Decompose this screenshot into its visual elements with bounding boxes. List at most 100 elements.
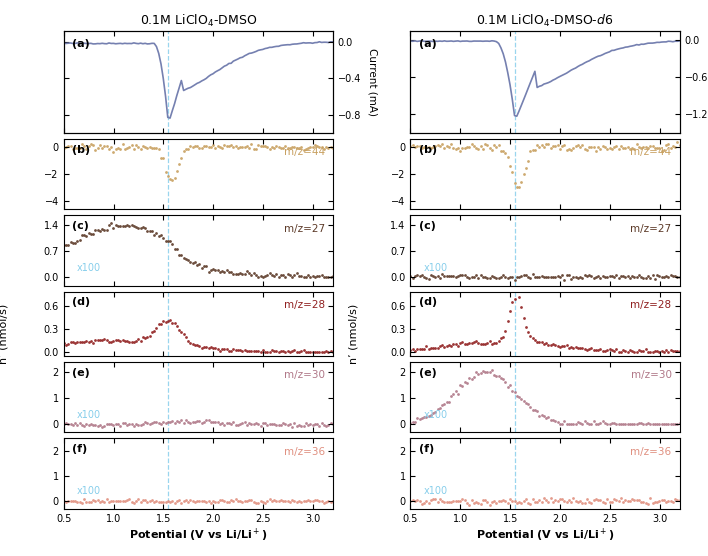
- Point: [416, 270, 428, 279]
- Point: [155, 153, 166, 162]
- Point: [405, 142, 416, 151]
- Point: [137, 495, 149, 504]
- Point: [443, 398, 455, 406]
- Point: [160, 498, 171, 507]
- Point: [217, 143, 228, 152]
- Point: [88, 338, 99, 347]
- Point: [126, 337, 137, 346]
- Point: [409, 143, 421, 152]
- Point: [536, 337, 547, 346]
- Point: [629, 347, 640, 356]
- Point: [212, 345, 223, 354]
- Point: [581, 419, 593, 428]
- Point: [559, 342, 570, 351]
- Point: [130, 337, 142, 346]
- Point: [649, 419, 661, 428]
- Point: [74, 144, 85, 153]
- Point: [214, 143, 225, 152]
- Point: [316, 143, 327, 152]
- Point: [593, 495, 604, 504]
- Point: [447, 144, 459, 153]
- Point: [500, 326, 511, 335]
- Point: [518, 497, 530, 506]
- Text: m/z=44: m/z=44: [631, 147, 672, 157]
- Point: [153, 319, 164, 328]
- Point: [259, 142, 270, 151]
- Point: [447, 272, 459, 281]
- Point: [466, 140, 477, 148]
- Point: [289, 419, 300, 428]
- Title: 0.1M LiClO$_4$-DMSO-$d$6: 0.1M LiClO$_4$-DMSO-$d$6: [476, 13, 614, 29]
- Point: [314, 271, 325, 280]
- Point: [296, 142, 307, 151]
- Point: [479, 367, 491, 376]
- Point: [473, 499, 484, 508]
- Point: [644, 494, 656, 503]
- Point: [223, 267, 234, 276]
- Point: [121, 496, 132, 505]
- Point: [611, 496, 622, 505]
- Point: [60, 340, 72, 349]
- Point: [570, 420, 581, 429]
- Point: [418, 142, 430, 151]
- Point: [593, 346, 604, 355]
- Point: [325, 419, 336, 428]
- Point: [113, 221, 124, 230]
- Point: [473, 274, 484, 283]
- Point: [452, 143, 464, 152]
- Point: [264, 144, 275, 153]
- Point: [158, 154, 169, 163]
- Text: m/z=36: m/z=36: [631, 447, 672, 456]
- Point: [194, 496, 205, 505]
- Point: [545, 340, 556, 349]
- Point: [554, 495, 566, 504]
- Point: [105, 420, 117, 429]
- Point: [661, 272, 672, 281]
- Point: [115, 421, 126, 430]
- Point: [464, 142, 475, 151]
- Point: [540, 140, 552, 148]
- Point: [230, 346, 241, 355]
- Point: [291, 143, 302, 152]
- Point: [670, 272, 681, 281]
- Point: [604, 419, 615, 428]
- Point: [538, 142, 549, 151]
- Point: [552, 272, 563, 281]
- Point: [606, 272, 617, 281]
- Point: [651, 270, 663, 279]
- Point: [151, 229, 162, 237]
- X-axis label: Potential (V vs Li/Li$^+$): Potential (V vs Li/Li$^+$): [130, 527, 268, 544]
- Point: [529, 406, 540, 415]
- Point: [595, 495, 606, 504]
- Point: [187, 339, 198, 348]
- Point: [534, 337, 545, 346]
- Point: [166, 417, 178, 426]
- Point: [647, 498, 658, 507]
- Point: [62, 420, 74, 429]
- Point: [491, 339, 502, 348]
- Point: [323, 143, 334, 152]
- Point: [523, 272, 534, 281]
- Point: [549, 495, 561, 504]
- Text: m/z=44: m/z=44: [284, 147, 325, 157]
- Point: [532, 337, 543, 346]
- Point: [203, 143, 215, 152]
- Point: [323, 348, 334, 356]
- Point: [121, 337, 132, 346]
- Point: [509, 388, 520, 396]
- Point: [142, 332, 153, 341]
- Point: [221, 418, 232, 427]
- Point: [225, 420, 236, 429]
- Point: [633, 418, 644, 427]
- Point: [450, 340, 462, 349]
- Point: [132, 335, 144, 344]
- Point: [426, 271, 437, 280]
- Point: [241, 267, 253, 276]
- Point: [81, 420, 92, 429]
- Point: [568, 494, 579, 503]
- Point: [563, 343, 574, 352]
- Point: [434, 141, 445, 150]
- Point: [588, 496, 600, 505]
- Point: [486, 339, 498, 348]
- Point: [631, 140, 642, 148]
